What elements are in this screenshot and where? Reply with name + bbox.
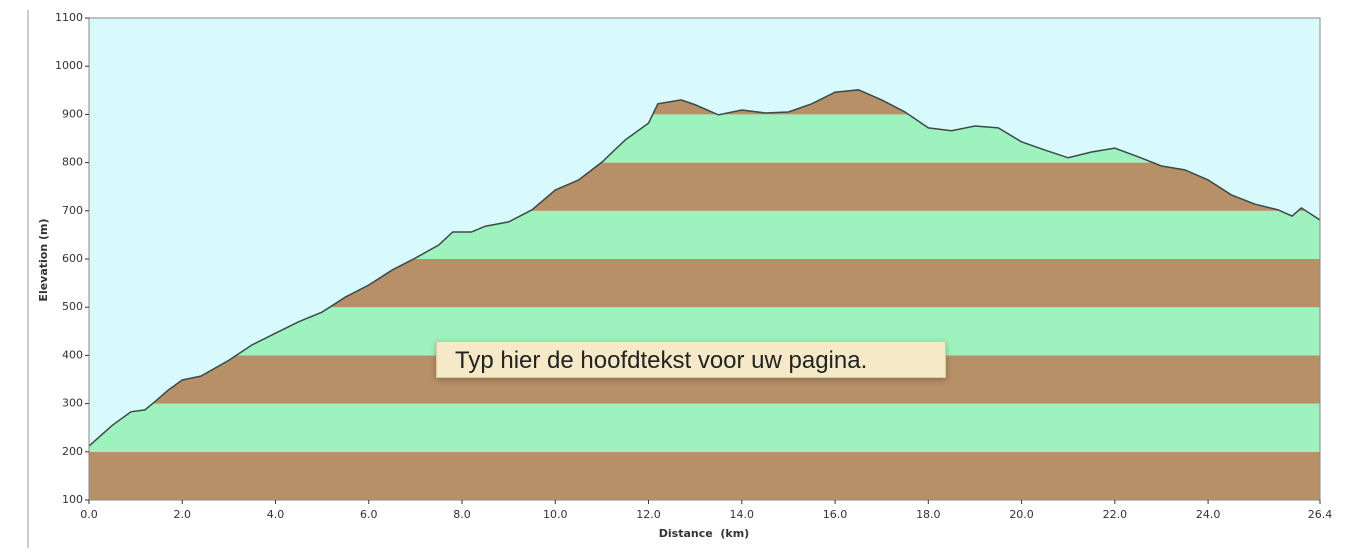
x-tick-label: 2.0 (174, 508, 192, 521)
x-axis-label: Distance (km) (659, 527, 749, 540)
x-tick-label: 22.0 (1103, 508, 1128, 521)
y-tick-label: 700 (62, 204, 83, 217)
x-tick-label: 20.0 (1009, 508, 1034, 521)
x-tick-label: 0.0 (80, 508, 98, 521)
x-tick-label: 24.0 (1196, 508, 1221, 521)
y-tick-label: 300 (62, 397, 83, 410)
y-tick-label: 500 (62, 300, 83, 313)
tooltip: Typ hier de hoofdtekst voor uw pagina. (436, 341, 946, 378)
profile-line (88, 89, 1321, 447)
x-tick-label: 26.4 (1308, 508, 1333, 521)
x-tick-label: 10.0 (543, 508, 568, 521)
y-tick-label: 100 (62, 493, 83, 506)
y-tick-label: 1100 (55, 11, 83, 24)
x-tick-label: 12.0 (636, 508, 661, 521)
x-tick-label: 4.0 (267, 508, 285, 521)
x-tick-label: 16.0 (823, 508, 848, 521)
elevation-band (89, 403, 1320, 452)
x-tick-label: 8.0 (453, 508, 471, 521)
y-axis-label: Elevation (m) (37, 218, 50, 301)
x-tick-label: 18.0 (916, 508, 941, 521)
y-tick-label: 400 (62, 348, 83, 361)
elevation-band (89, 451, 1320, 500)
y-tick-label: 600 (62, 252, 83, 265)
y-tick-label: 1000 (55, 59, 83, 72)
y-tick-label: 800 (62, 156, 83, 169)
x-tick-label: 6.0 (360, 508, 378, 521)
y-tick-label: 900 (62, 107, 83, 120)
y-tick-label: 200 (62, 445, 83, 458)
x-tick-label: 14.0 (730, 508, 755, 521)
